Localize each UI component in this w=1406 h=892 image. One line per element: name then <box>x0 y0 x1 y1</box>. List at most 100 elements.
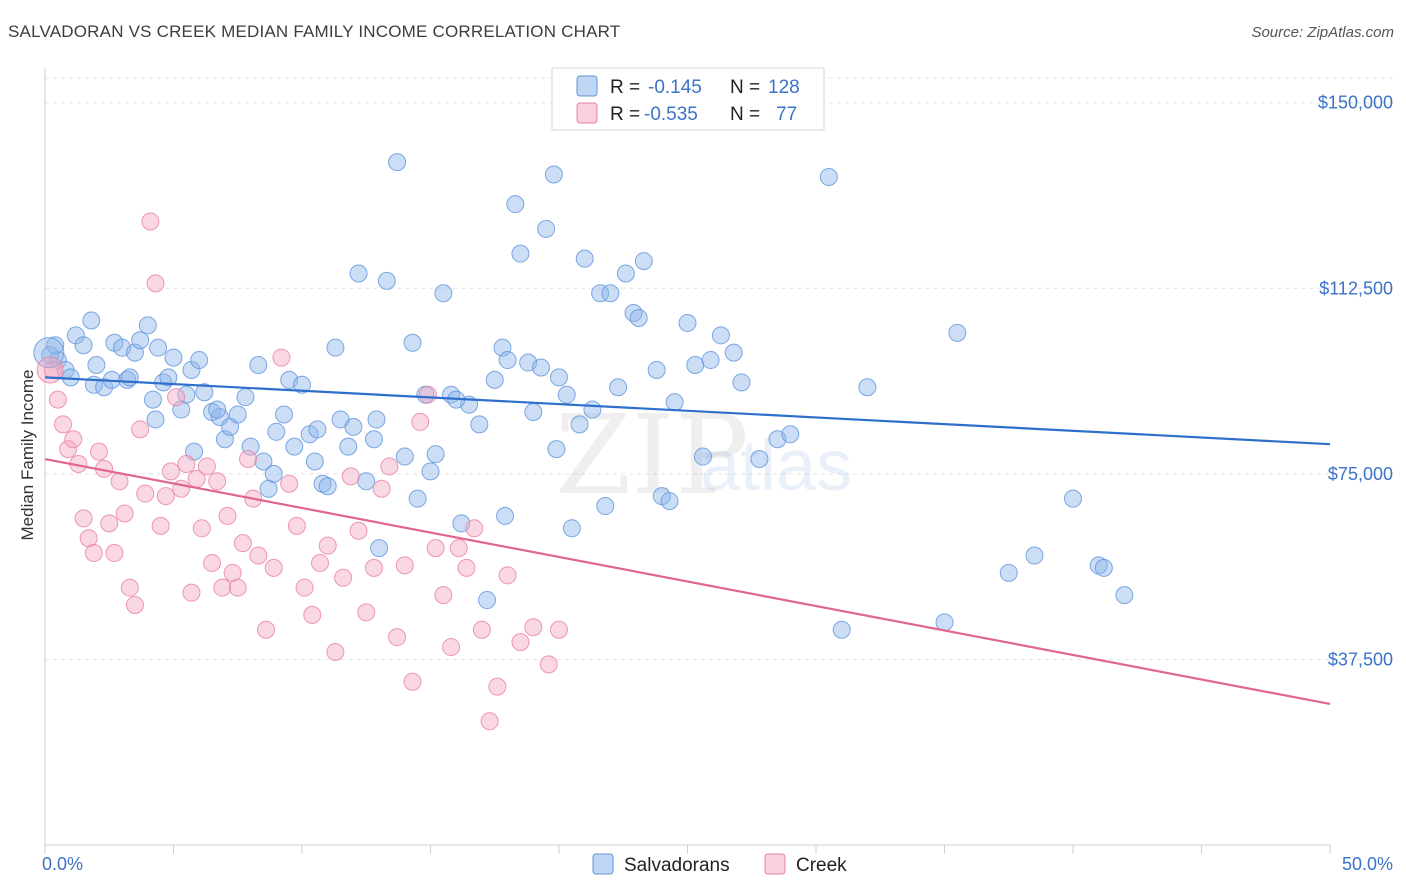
salvadorans-point-93 <box>678 313 697 332</box>
creek-point-34 <box>218 506 237 525</box>
salvadorans-point-44 <box>313 474 332 493</box>
creek-point-cluster <box>36 356 64 384</box>
salvadorans-point-104 <box>858 378 877 397</box>
creek-point-51 <box>334 568 353 587</box>
salvadorans-point-57 <box>403 333 422 352</box>
creek-point-63 <box>426 539 445 558</box>
salvadorans-point-85 <box>609 378 628 397</box>
salvadorans-point-86 <box>616 264 635 283</box>
salvadorans-point-75 <box>537 219 556 238</box>
salvadorans-point-94 <box>686 356 705 375</box>
creek-point-14 <box>115 504 134 523</box>
salvadorans-point-4 <box>74 336 93 355</box>
salvadorans-point-14 <box>131 331 150 350</box>
creek-point-67 <box>457 558 476 577</box>
salvadorans-point-58 <box>408 489 427 508</box>
salvadorans-point-43 <box>305 452 324 471</box>
salvadorans-point-71 <box>511 244 530 263</box>
salvadorans-point-79 <box>562 519 581 538</box>
salvadorans-point-117 <box>208 400 227 419</box>
salvadorans-point-50 <box>349 264 368 283</box>
creek-point-73 <box>511 633 530 652</box>
salvadorans-point-73 <box>524 403 543 422</box>
salvadorans-point-60 <box>426 445 445 464</box>
salvadorans-point-118 <box>264 464 283 483</box>
salvadorans-point-3 <box>66 326 85 345</box>
salvadorans-point-69 <box>498 351 517 370</box>
salvadorans-point-56 <box>395 447 414 466</box>
salvadorans-point-107 <box>999 563 1018 582</box>
creek-point-61 <box>411 412 430 431</box>
salvadorans-point-120 <box>367 410 386 429</box>
creek-point-58 <box>388 628 407 647</box>
salvadorans-point-99 <box>732 373 751 392</box>
salvadorans-point-110 <box>1089 556 1108 575</box>
salvadorans-point-81 <box>575 249 594 268</box>
creek-point-41 <box>257 620 276 639</box>
creek-point-17 <box>131 420 150 439</box>
creek-point-38 <box>239 450 258 469</box>
creek-point-4 <box>64 430 83 449</box>
salvadorans-point-49 <box>344 417 363 436</box>
creek-point-48 <box>310 553 329 572</box>
salvadorans-point-45 <box>318 477 337 496</box>
salvadorans-point-98 <box>724 343 743 362</box>
salvadorans-point-32 <box>236 388 255 407</box>
creek-point-57 <box>380 457 399 476</box>
creek-point-20 <box>146 274 165 293</box>
creek-point-18 <box>136 484 155 503</box>
salvadorans-point-97 <box>711 326 730 345</box>
creek-point-1 <box>48 390 67 409</box>
salvadorans-point-125 <box>596 497 615 516</box>
legend-r-value-salvadorans: -0.145 <box>648 77 702 98</box>
salvadorans-point-24 <box>182 360 201 379</box>
salvadorans-point-96 <box>701 351 720 370</box>
salvadorans-point-11 <box>118 370 137 389</box>
salvadorans-point-95 <box>693 447 712 466</box>
salvadorans-point-119 <box>308 420 327 439</box>
salvadorans-point-92 <box>665 393 684 412</box>
creek-point-11 <box>100 514 119 533</box>
salvadorans-point-53 <box>370 539 389 558</box>
creek-point-62 <box>418 385 437 404</box>
salvadorans-point-37 <box>267 422 286 441</box>
salvadorans-point-126 <box>647 360 666 379</box>
creek-point-6 <box>74 509 93 528</box>
bottom-legend-swatch-salvadorans <box>592 853 614 875</box>
salvadorans-point-55 <box>388 153 407 172</box>
creek-point-69 <box>472 620 491 639</box>
salvadorans-point-109 <box>1064 489 1082 508</box>
salvadorans-point-15 <box>138 316 157 335</box>
salvadorans-point-84 <box>601 284 620 303</box>
salvadorans-point-115 <box>87 356 106 375</box>
grid-lines <box>45 77 1395 660</box>
salvadorans-point-52 <box>364 430 383 449</box>
legend-swatch-creek <box>576 102 598 124</box>
creek-point-27 <box>182 583 201 602</box>
legend-n-label: N = <box>730 104 760 125</box>
creek-point-24 <box>167 388 186 407</box>
salvadorans-point-23 <box>177 385 196 404</box>
salvadorans-point-35 <box>254 452 273 471</box>
salvadorans-point-41 <box>293 375 311 394</box>
salvadorans-point-51 <box>357 472 376 491</box>
salvadorans-point-76 <box>544 165 563 184</box>
creek-point-74 <box>524 618 543 637</box>
creek-point-9 <box>89 442 108 461</box>
creek-point-66 <box>449 539 468 558</box>
legend-r-value-creek: -0.535 <box>644 104 698 125</box>
salvadorans-point-103 <box>832 620 851 639</box>
salvadorans-point-31 <box>228 405 247 424</box>
chart-source: Source: ZipAtlas.com <box>1251 24 1394 41</box>
y-tick-label-0: $150,000 <box>1318 93 1393 113</box>
salvadorans-point-18 <box>149 338 168 357</box>
legend-n-value-creek: 77 <box>776 104 797 125</box>
trend-lines <box>44 376 1331 706</box>
bottom-legend: Salvadorans Creek <box>592 853 847 876</box>
y-axis-label: Median Family Income <box>18 369 37 540</box>
salvadorans-point-112 <box>1115 586 1134 605</box>
creek-point-37 <box>233 534 252 553</box>
creek-point-70 <box>480 712 499 731</box>
salvadorans-point-83 <box>591 284 610 303</box>
